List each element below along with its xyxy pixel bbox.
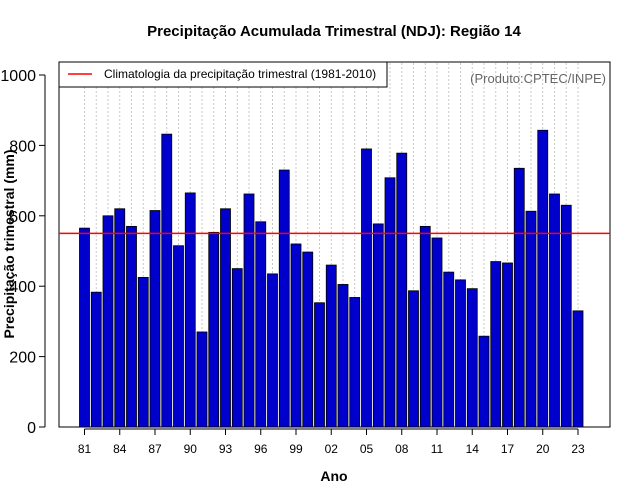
x-axis-label: Ano bbox=[320, 468, 347, 484]
bar-16 bbox=[490, 261, 502, 428]
product-credit: (Produto:CPTEC/INPE) bbox=[470, 71, 606, 86]
bar-99 bbox=[290, 243, 302, 428]
x-tick-label: 20 bbox=[536, 442, 550, 456]
bar-03 bbox=[337, 284, 349, 428]
bar-20 bbox=[537, 129, 549, 428]
bar-98 bbox=[278, 169, 290, 428]
bar-07 bbox=[384, 177, 396, 428]
bar-17 bbox=[502, 262, 513, 428]
x-tick-label: 08 bbox=[395, 442, 409, 456]
bar-81 bbox=[79, 227, 90, 428]
bar-95 bbox=[243, 193, 255, 428]
y-tick-label: 0 bbox=[27, 420, 36, 437]
bar-83 bbox=[102, 215, 114, 428]
bar-97 bbox=[267, 273, 278, 428]
bar-19 bbox=[525, 210, 537, 428]
bar-91 bbox=[196, 331, 208, 428]
bar-82 bbox=[90, 291, 102, 428]
x-tick-label: 84 bbox=[113, 442, 127, 456]
bar-87 bbox=[149, 210, 161, 428]
bar-88 bbox=[161, 133, 173, 428]
bar-15 bbox=[478, 335, 490, 428]
bar-06 bbox=[372, 223, 384, 428]
bar-86 bbox=[137, 276, 149, 428]
x-tick-label: 90 bbox=[184, 442, 198, 456]
y-tick-label: 800 bbox=[9, 138, 36, 155]
x-tick-label: 96 bbox=[254, 442, 268, 456]
bar-90 bbox=[184, 192, 196, 428]
bar-04 bbox=[349, 297, 361, 428]
legend: Climatologia da precipitação trimestral … bbox=[58, 61, 388, 88]
y-tick-label: 600 bbox=[9, 209, 36, 226]
bar-92 bbox=[208, 231, 220, 428]
x-tick-label: 17 bbox=[501, 442, 515, 456]
chart-title: Precipitação Acumulada Trimestral (NDJ):… bbox=[147, 23, 521, 40]
x-tick-label: 87 bbox=[148, 442, 162, 456]
x-tick-label: 23 bbox=[571, 442, 585, 456]
legend-label: Climatologia da precipitação trimestral … bbox=[104, 67, 376, 81]
x-tick-label: 14 bbox=[466, 442, 480, 456]
y-tick-label: 400 bbox=[9, 279, 36, 296]
bar-08 bbox=[396, 152, 408, 428]
x-tick-label: 81 bbox=[78, 442, 92, 456]
bar-18 bbox=[513, 167, 525, 428]
bar-89 bbox=[173, 245, 184, 428]
x-tick-label: 05 bbox=[360, 442, 374, 456]
plot-area bbox=[58, 61, 611, 428]
y-tick-label: 200 bbox=[9, 350, 36, 367]
bar-12 bbox=[443, 271, 455, 428]
x-tick-label: 02 bbox=[325, 442, 339, 456]
y-axis-label: Precipitação trimestral (mm) bbox=[1, 149, 17, 338]
bar-10 bbox=[419, 225, 431, 428]
bar-96 bbox=[255, 221, 267, 428]
bar-21 bbox=[549, 193, 560, 428]
bar-series bbox=[79, 129, 584, 428]
y-tick-label: 1000 bbox=[0, 68, 36, 85]
bar-00 bbox=[302, 251, 314, 428]
bar-11 bbox=[431, 237, 443, 428]
bar-09 bbox=[408, 290, 419, 428]
bar-01 bbox=[314, 302, 325, 428]
bar-93 bbox=[220, 208, 231, 428]
bar-84 bbox=[114, 208, 126, 428]
x-tick-label: 99 bbox=[289, 442, 303, 456]
bar-85 bbox=[126, 225, 137, 428]
x-axis: 81 84 87 90 93 96 99 02 05 08 11 14 17 20 23 bbox=[78, 428, 585, 456]
bar-02 bbox=[325, 264, 337, 428]
bar-22 bbox=[560, 204, 572, 428]
x-tick-label: 93 bbox=[219, 442, 233, 456]
legend-box bbox=[58, 61, 388, 88]
bar-13 bbox=[455, 279, 466, 428]
bar-94 bbox=[231, 268, 243, 428]
bar-23 bbox=[572, 310, 584, 428]
y-axis: 0 200 400 600 800 1000 bbox=[0, 68, 46, 437]
x-tick-label: 11 bbox=[431, 442, 444, 456]
bar-14 bbox=[466, 288, 478, 428]
bar-05 bbox=[361, 148, 372, 428]
